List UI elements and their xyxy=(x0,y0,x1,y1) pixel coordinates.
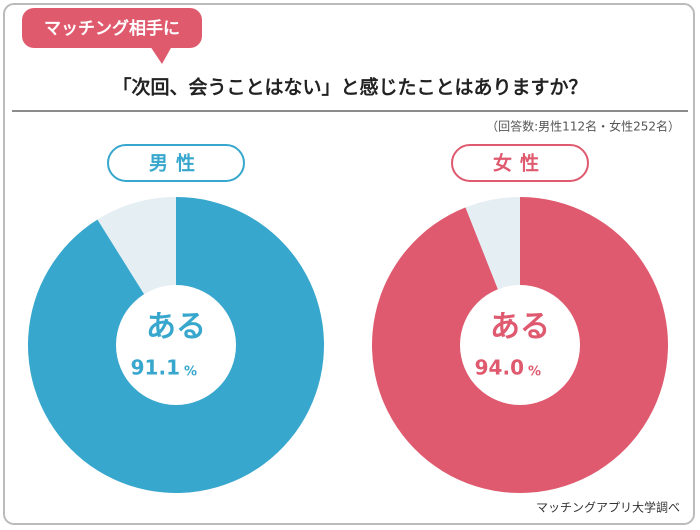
pie-label: 女性 xyxy=(493,152,547,175)
value-label: 91.1 xyxy=(131,356,180,380)
legend-pill xyxy=(107,144,245,182)
legend-pill xyxy=(451,144,589,182)
badge-tail xyxy=(150,46,172,64)
chart-title: 「次回、会うことはない」と感じたことはありますか？ xyxy=(112,76,587,99)
unit-label: % xyxy=(184,365,197,380)
note: （回答数:男性112名・女性252名） xyxy=(486,119,680,134)
category-label: ある xyxy=(490,310,550,345)
pie-label: 男性 xyxy=(149,152,203,175)
value-label: 94.0 xyxy=(475,356,524,380)
badge: マッチング相手に xyxy=(44,18,180,39)
category-label: ある xyxy=(146,310,206,345)
source: マッチングアプリ大学調べ xyxy=(536,500,680,515)
badge-box xyxy=(22,8,202,48)
unit-label: % xyxy=(528,365,541,380)
pie-hole xyxy=(460,285,580,405)
pie-hole xyxy=(116,285,236,405)
